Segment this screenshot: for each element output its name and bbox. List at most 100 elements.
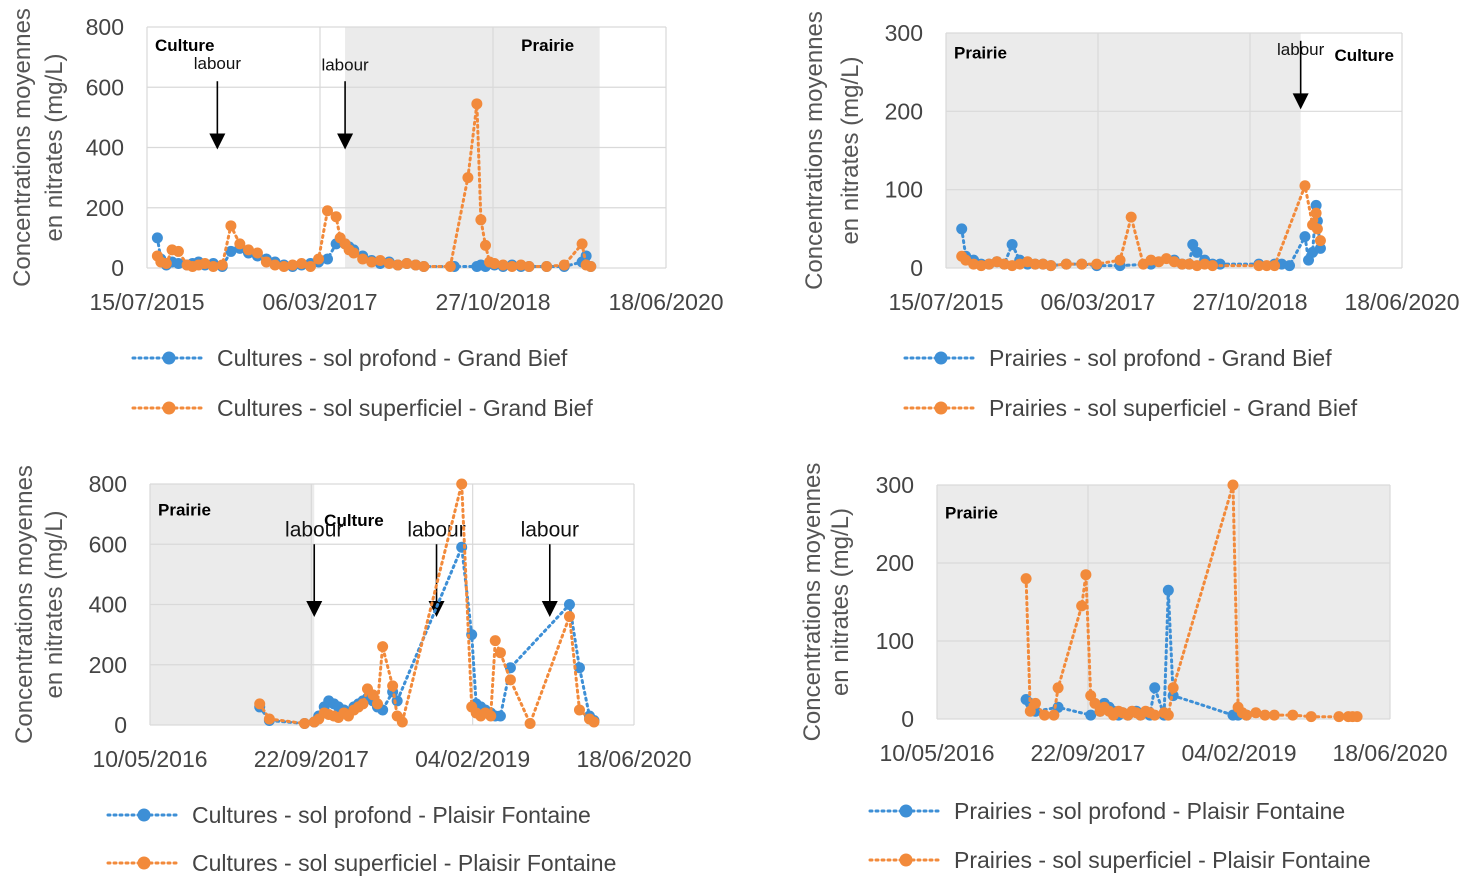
data-point (471, 98, 483, 110)
data-point (1269, 260, 1281, 272)
data-point (401, 257, 413, 269)
data-point (1029, 697, 1041, 709)
data-point (1089, 697, 1101, 709)
data-point (1284, 260, 1296, 272)
data-point (377, 641, 389, 653)
shaded-period (946, 33, 1301, 268)
region-label: Culture (1335, 46, 1395, 65)
data-point (1268, 709, 1280, 721)
data-point (269, 259, 281, 271)
y-axis-label: Concentrations moyennes (799, 463, 826, 742)
x-tick-label: 04/02/2019 (1181, 740, 1296, 766)
data-point (418, 260, 430, 272)
data-point (296, 257, 308, 269)
data-point (1060, 258, 1072, 270)
data-point (321, 253, 333, 265)
y-tick-label: 200 (885, 98, 923, 124)
data-point (573, 662, 585, 674)
legend-swatch-marker (899, 853, 913, 867)
x-tick-label: 04/02/2019 (415, 746, 530, 772)
legend-swatch-marker (137, 808, 151, 822)
data-point (588, 716, 600, 728)
labour-arrow-head (337, 133, 354, 150)
data-point (1333, 711, 1345, 723)
legend-label: Prairies - sol superficiel - Grand Bief (989, 395, 1358, 421)
data-point (207, 260, 219, 272)
data-point (1259, 709, 1271, 721)
data-point (1029, 258, 1041, 270)
y-tick-label: 100 (876, 628, 914, 654)
y-tick-label: 600 (89, 531, 127, 557)
y-tick-label: 200 (89, 652, 127, 678)
y-axis-label: Concentrations moyennes (801, 11, 828, 290)
x-tick-label: 22/09/2017 (254, 746, 369, 772)
data-point (199, 257, 211, 269)
data-point (456, 478, 468, 490)
data-point (573, 704, 585, 716)
data-point (1314, 235, 1326, 247)
y-tick-label: 0 (111, 255, 124, 281)
data-point (504, 674, 516, 686)
data-point (225, 220, 237, 232)
data-point (374, 254, 386, 266)
data-point (524, 717, 536, 729)
labour-annotation: labour (285, 519, 343, 542)
x-tick-label: 27/10/2018 (1192, 289, 1307, 315)
x-tick-label: 06/03/2017 (1040, 289, 1155, 315)
region-label: Prairie (158, 501, 211, 520)
labour-arrow-head (1292, 93, 1309, 110)
data-point (1191, 246, 1203, 258)
legend-swatch-marker (934, 351, 948, 365)
data-point (160, 257, 172, 269)
region-label: Culture (155, 36, 215, 55)
chart-panel-4: 0 100 200 300 10/05/2016 22/09/2017 04/02/2019… (799, 463, 1448, 873)
x-tick-label: 18/06/2020 (576, 746, 691, 772)
data-point (367, 689, 379, 701)
labour-arrow-head (209, 133, 226, 150)
y-tick-label: 0 (114, 712, 127, 738)
data-point (1287, 709, 1299, 721)
labour-annotation: labour (407, 519, 465, 542)
legend-swatch-marker (162, 401, 176, 415)
data-point (234, 238, 246, 250)
labour-annotation: labour (321, 56, 369, 75)
y-axis-label: Concentrations moyennes (11, 465, 38, 744)
data-point (287, 259, 299, 271)
data-point (1314, 242, 1326, 254)
data-point (1227, 479, 1239, 491)
data-point (485, 710, 497, 722)
data-point (242, 244, 254, 256)
x-tick-label: 15/07/2015 (888, 289, 1003, 315)
data-point (558, 259, 570, 271)
data-point (585, 260, 597, 272)
data-point (1310, 199, 1322, 211)
data-point (1149, 709, 1161, 721)
data-point (1162, 709, 1174, 721)
y-tick-label: 600 (86, 74, 124, 100)
x-tick-label: 10/05/2016 (879, 740, 994, 766)
data-point (1311, 223, 1323, 235)
y-tick-label: 200 (86, 195, 124, 221)
region-label: Prairie (954, 44, 1007, 63)
y-axis-label: Concentrations moyennes (9, 8, 36, 287)
data-point (216, 259, 228, 271)
data-point (580, 250, 592, 262)
y-tick-label: 300 (876, 472, 914, 498)
data-point (1241, 709, 1253, 721)
legend-label: Prairies - sol profond - Grand Bief (989, 345, 1332, 371)
data-point (488, 257, 500, 269)
y-tick-label: 800 (86, 14, 124, 40)
labour-annotation: labour (521, 519, 579, 542)
data-point (1261, 260, 1273, 272)
legend-label: Prairies - sol superficiel - Plaisir Fon… (954, 847, 1371, 873)
data-point (1091, 258, 1103, 270)
x-tick-label: 15/07/2015 (89, 289, 204, 315)
data-point (1299, 231, 1311, 243)
data-point (263, 713, 275, 725)
x-tick-label: 10/05/2016 (92, 746, 207, 772)
data-point (1207, 260, 1219, 272)
x-tick-label: 18/06/2020 (1344, 289, 1459, 315)
legend-swatch-marker (162, 351, 176, 365)
labour-annotation: labour (194, 54, 242, 73)
